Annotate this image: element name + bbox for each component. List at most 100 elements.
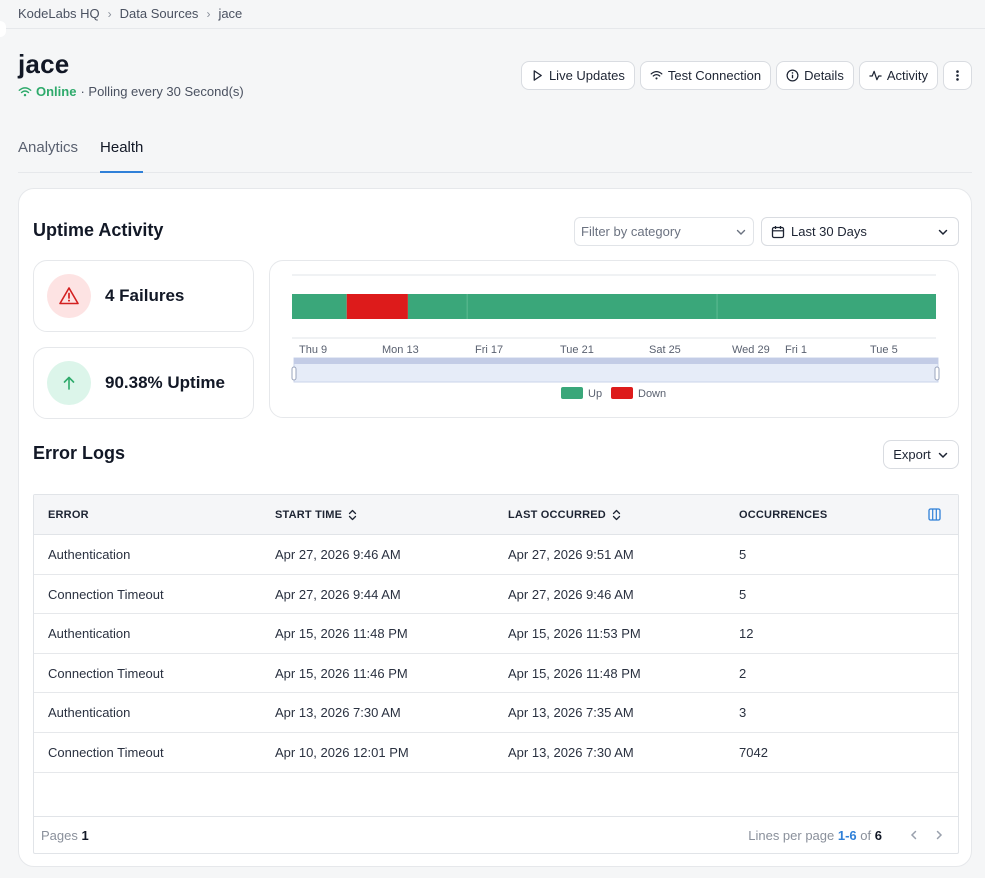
export-button[interactable]: Export [883, 440, 959, 469]
tab-health[interactable]: Health [100, 131, 144, 173]
table-body: Authentication Apr 27, 2026 9:46 AM Apr 27… [34, 535, 958, 773]
range-navigator-bar[interactable] [294, 358, 938, 364]
column-label-occurrences: OCCURRENCES [739, 508, 828, 521]
page-title: jace [18, 49, 70, 79]
cell-error: Authentication [48, 626, 131, 642]
activity-icon [869, 70, 882, 81]
chevron-right-icon[interactable] [933, 829, 945, 841]
column-label-last-occurred: LAST OCCURRED [508, 508, 606, 521]
pages-value: 1 [81, 828, 89, 843]
cell-start-time: Apr 15, 2026 11:46 PM [275, 665, 408, 681]
legend-swatch-down[interactable] [611, 387, 633, 399]
date-range-select[interactable]: Last 30 Days [761, 217, 959, 246]
uptime-activity-title: Uptime Activity [33, 220, 164, 240]
column-header-start-time[interactable]: START TIME [275, 509, 357, 521]
timeline-segment-up[interactable] [292, 294, 347, 319]
x-tick-label: Tue 5 [870, 344, 898, 356]
chevron-down-icon [938, 229, 948, 235]
details-button[interactable]: Details [776, 61, 854, 90]
cell-last-occurred: Apr 13, 2026 7:35 AM [508, 705, 634, 721]
table-row[interactable]: Connection Timeout Apr 27, 2026 9:44 AM Ap… [34, 575, 958, 615]
cell-start-time: Apr 15, 2026 11:48 PM [275, 626, 408, 642]
chevron-right-icon: › [206, 6, 211, 21]
legend-swatch-up[interactable] [561, 387, 583, 399]
timeline-segments [292, 294, 936, 319]
arrow-up-icon-wrap [47, 361, 91, 405]
range-handle-left[interactable] [291, 366, 297, 381]
cell-start-time: Apr 27, 2026 9:44 AM [275, 586, 401, 602]
column-header-occurrences[interactable]: OCCURRENCES [739, 509, 827, 521]
table-header: ERROR START TIME LAST OCCURRED OCCURRENC… [34, 495, 958, 535]
failures-count: 4 Failures [105, 286, 185, 305]
lines-of-label: of [860, 828, 872, 843]
breadcrumb: KodeLabs HQ › Data Sources › jace [18, 6, 242, 21]
cell-start-time: Apr 13, 2026 7:30 AM [275, 705, 401, 721]
category-filter-select[interactable]: Filter by category [574, 217, 754, 246]
cell-error: Connection Timeout [48, 586, 164, 602]
cell-last-occurred: Apr 15, 2026 11:53 PM [508, 626, 641, 642]
table-row[interactable]: Authentication Apr 13, 2026 7:30 AM Apr 13… [34, 693, 958, 733]
column-header-last-occurred[interactable]: LAST OCCURRED [508, 509, 621, 521]
cell-occurrences: 2 [739, 665, 747, 681]
sidebar-handle[interactable] [0, 21, 6, 37]
test-connection-button[interactable]: Test Connection [639, 61, 772, 90]
lines-per-page-label: Lines per page [748, 828, 835, 843]
uptime-stat-card: 90.38% Uptime [33, 347, 254, 419]
x-tick-label: Sat 25 [649, 344, 681, 356]
date-range-value: Last 30 Days [791, 224, 867, 239]
pages-indicator: Pages 1 [41, 828, 89, 843]
timeline-segment-down[interactable] [346, 294, 408, 319]
breadcrumb-item-org[interactable]: KodeLabs HQ [18, 6, 100, 21]
more-options-button[interactable] [943, 61, 972, 90]
range-handle-right[interactable] [934, 366, 940, 381]
activity-button[interactable]: Activity [858, 61, 938, 90]
x-tick-label: Fri 1 [785, 344, 807, 356]
cell-occurrences: 5 [739, 586, 747, 602]
wifi-icon [18, 86, 32, 96]
x-tick-label: Tue 21 [560, 344, 594, 356]
live-updates-button[interactable]: Live Updates [520, 61, 635, 90]
uptime-timeline-chart: Thu 9 Mon 13 Fri 17 Tue 21 Sat 25 Wed 29 Fri 1… [269, 260, 959, 418]
export-label: Export [893, 447, 931, 462]
cell-error: Authentication [48, 547, 131, 562]
breadcrumb-item-data-sources[interactable]: Data Sources [119, 6, 199, 21]
table-row[interactable]: Connection Timeout Apr 15, 2026 11:46 PM A… [34, 654, 958, 694]
error-logs-table: ERROR START TIME LAST OCCURRED OCCURRENC… [33, 494, 959, 854]
timeline-segment-up[interactable] [407, 294, 936, 319]
error-logs-title: Error Logs [33, 443, 126, 463]
status-badge: Online [36, 84, 77, 99]
lines-total: 6 [874, 828, 882, 843]
sort-icon[interactable] [348, 509, 357, 521]
test-connection-label: Test Connection [667, 68, 762, 83]
x-tick-label: Fri 17 [475, 344, 503, 356]
cell-last-occurred: Apr 27, 2026 9:51 AM [508, 547, 634, 562]
table-row[interactable]: Connection Timeout Apr 10, 2026 12:01 PM A… [34, 733, 958, 773]
sort-icon[interactable] [612, 509, 621, 521]
legend-label-down[interactable]: Down [638, 388, 666, 400]
chevron-down-icon [736, 229, 746, 235]
warning-icon-wrap [47, 274, 91, 318]
table-row[interactable]: Authentication Apr 15, 2026 11:48 PM Apr 1… [34, 614, 958, 654]
column-header-error[interactable]: ERROR [48, 509, 89, 521]
chevron-right-icon: › [107, 6, 112, 21]
chevron-left-icon[interactable] [908, 829, 920, 841]
live-updates-label: Live Updates [548, 68, 625, 83]
lines-range[interactable]: 1-6 [837, 828, 857, 843]
column-label-start-time: START TIME [275, 508, 343, 521]
more-vertical-icon [956, 70, 959, 81]
category-filter-placeholder: Filter by category [581, 224, 681, 239]
details-label: Details [804, 68, 844, 83]
x-tick-label: Mon 13 [382, 344, 419, 356]
action-toolbar: Live Updates Test Connection Details Act… [520, 61, 972, 90]
columns-icon[interactable] [928, 508, 941, 521]
cell-error: Connection Timeout [48, 665, 164, 681]
cell-occurrences: 5 [739, 547, 747, 562]
table-row[interactable]: Authentication Apr 27, 2026 9:46 AM Apr 27… [34, 535, 958, 575]
cell-last-occurred: Apr 15, 2026 11:48 PM [508, 665, 641, 681]
legend-label-up[interactable]: Up [588, 388, 602, 400]
top-bar: KodeLabs HQ › Data Sources › jace [0, 0, 985, 29]
cell-start-time: Apr 10, 2026 12:01 PM [275, 744, 409, 760]
timeline-svg: Thu 9 Mon 13 Fri 17 Tue 21 Sat 25 Wed 29 Fri 1… [291, 274, 940, 400]
tab-analytics[interactable]: Analytics [18, 139, 79, 156]
uptime-percentage: 90.38% Uptime [105, 373, 225, 392]
